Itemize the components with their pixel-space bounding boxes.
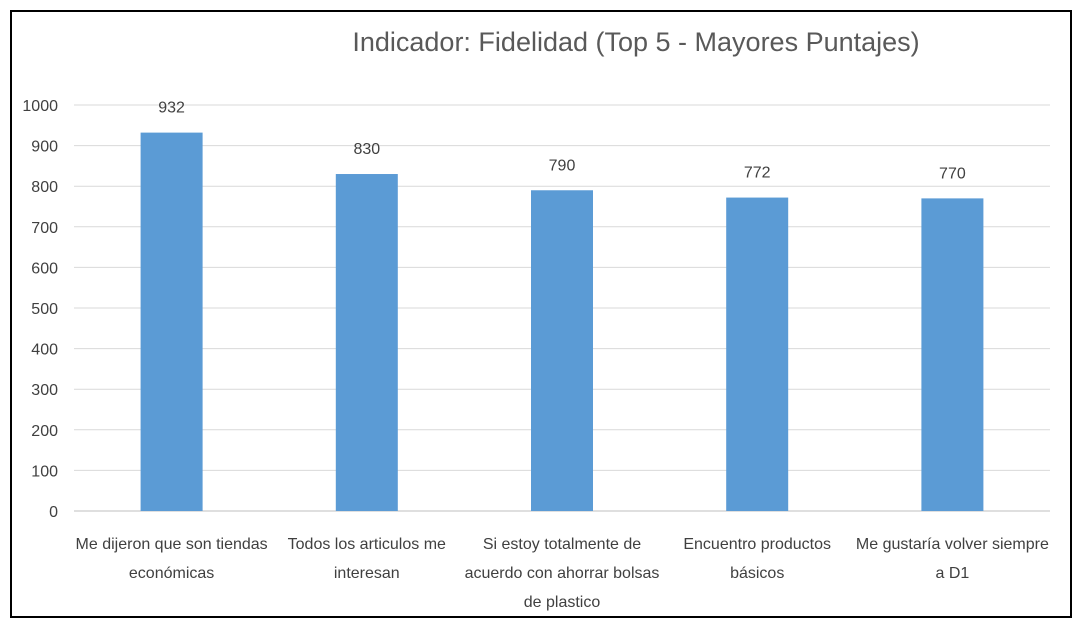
y-axis-ticks: 0 100 200 300 400 500 600 700 800 900 1000	[22, 98, 58, 521]
gridlines	[74, 104, 1050, 512]
x-category-label: Me gustaría volver siempre a D1	[856, 536, 1049, 582]
data-label: 770	[939, 165, 966, 182]
chart-title: Indicador: Fidelidad (Top 5 - Mayores Pu…	[352, 27, 919, 57]
y-tick-label: 800	[31, 179, 58, 196]
y-tick-label: 900	[31, 139, 58, 156]
data-labels: 932 830 790 772 770	[158, 100, 966, 183]
x-category-label: Si estoy totalmente de acuerdo con ahorra…	[465, 536, 660, 611]
y-tick-label: 1000	[22, 98, 58, 115]
y-tick-label: 100	[31, 463, 58, 480]
bar	[726, 197, 789, 511]
y-tick-label: 700	[31, 220, 58, 237]
bar	[335, 174, 398, 511]
data-label: 830	[353, 141, 380, 158]
data-label: 932	[158, 100, 185, 117]
data-label: 790	[549, 157, 576, 174]
y-tick-label: 0	[49, 504, 58, 521]
y-tick-label: 300	[31, 382, 58, 399]
x-category-label: Encuentro productos básicos	[683, 536, 831, 582]
bar	[531, 190, 593, 511]
bars	[140, 132, 984, 511]
y-tick-label: 500	[31, 301, 58, 318]
bar	[140, 132, 203, 511]
x-category-label: Todos los articulos me interesan	[288, 536, 446, 582]
y-tick-label: 400	[31, 342, 58, 359]
x-category-label: Me dijeron que son tiendas económicas	[76, 536, 268, 582]
y-tick-label: 200	[31, 423, 58, 440]
data-label: 772	[744, 165, 771, 182]
category-labels: Me dijeron que son tiendas económicas Todo…	[76, 536, 1049, 611]
bar	[921, 198, 984, 511]
y-tick-label: 600	[31, 260, 58, 277]
